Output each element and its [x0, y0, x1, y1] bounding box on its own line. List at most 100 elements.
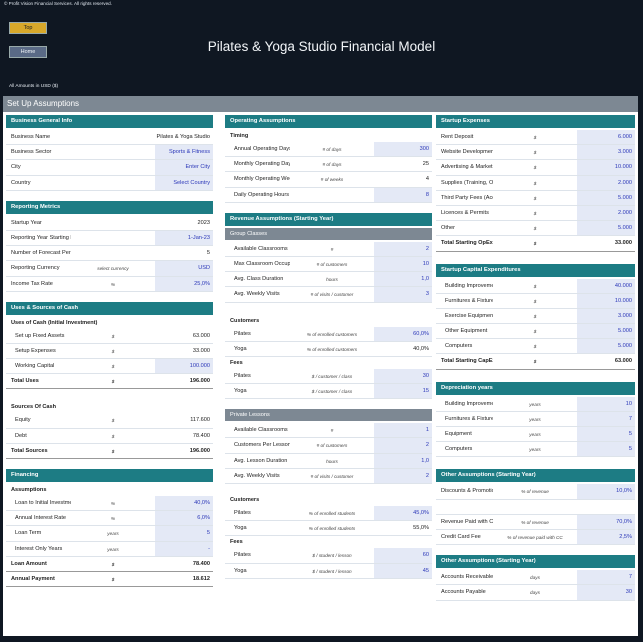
input-cell[interactable]: 2	[374, 468, 432, 483]
table-row: Third Party Fees (Accountant, Legal, etc…	[436, 190, 635, 206]
spacer	[225, 303, 432, 315]
total-unit: $	[111, 576, 115, 582]
top-button[interactable]: Top	[9, 22, 47, 34]
table-row: Annual Operating Days # of days 300	[225, 142, 432, 158]
input-cell[interactable]: USD	[155, 261, 213, 276]
input-cell[interactable]: 10.000	[577, 160, 635, 175]
input-cell[interactable]: 1	[374, 423, 432, 438]
row-unit	[71, 231, 155, 245]
input-cell[interactable]: 1,0	[374, 453, 432, 468]
table-row: Income Tax Rate% 25,0%	[6, 276, 213, 292]
input-cell[interactable]: 40.000	[577, 278, 635, 293]
financing-header: Financing	[6, 469, 213, 482]
input-cell[interactable]: 25,0%	[155, 276, 213, 291]
row-unit: % of enrolled students	[308, 511, 356, 516]
input-cell[interactable]: 10	[577, 396, 635, 411]
row-unit: $	[111, 348, 115, 354]
input-cell[interactable]: 7	[577, 570, 635, 585]
row-label: Business Name	[11, 134, 51, 140]
input-cell[interactable]: 300	[374, 142, 432, 157]
input-cell[interactable]: 5	[577, 442, 635, 457]
table-row: Working Capital $100.000	[6, 359, 213, 375]
total-row: Total Starting OpEx $33.000	[436, 236, 635, 252]
row-unit: %	[110, 281, 116, 287]
setup-assumptions-bar: Set Up Assumptions	[3, 96, 638, 112]
input-cell[interactable]: 30	[374, 368, 432, 384]
input-cell[interactable]: 5.000	[577, 339, 635, 354]
total-label: Total Uses	[11, 378, 39, 385]
input-cell[interactable]: 100.000	[155, 359, 213, 374]
input-cell[interactable]: 3.000	[577, 308, 635, 324]
input-cell[interactable]: 45,0%	[374, 506, 432, 521]
input-cell[interactable]: Select Country	[155, 175, 213, 190]
input-cell[interactable]: Sports & Fitness	[155, 145, 213, 160]
input-cell[interactable]: 1-Jan-23	[155, 230, 213, 246]
row-unit: $	[533, 150, 537, 156]
input-cell[interactable]: Enter City	[155, 160, 213, 175]
input-cell[interactable]: 3.000	[577, 145, 635, 160]
table-row: Revenue Paid with Credit Cards % of reven…	[436, 514, 635, 530]
input-cell[interactable]: 10	[374, 256, 432, 272]
input-cell[interactable]: 10.000	[577, 293, 635, 308]
row-unit	[71, 176, 155, 190]
input-cell[interactable]: 30	[577, 585, 635, 600]
input-cell[interactable]: 8	[374, 187, 432, 202]
row-label: Avg. Weekly Visits	[234, 472, 280, 479]
input-cell[interactable]: 60	[374, 548, 432, 563]
input-cell[interactable]: 6.000	[577, 130, 635, 145]
capex-header: Startup Capital Expenditures	[436, 263, 635, 277]
row-unit: $ / student / lesson	[312, 568, 352, 574]
row-unit: # of visits / customer	[310, 473, 354, 479]
value-cell: 63.000	[192, 332, 210, 339]
input-cell[interactable]: 2,5%	[577, 529, 635, 545]
input-cell[interactable]: 45	[374, 563, 432, 578]
input-cell[interactable]: 2.000	[577, 175, 635, 190]
row-label	[436, 500, 493, 514]
home-button[interactable]: Home	[9, 46, 47, 58]
row-unit: #	[330, 428, 334, 434]
input-cell[interactable]: 5.000	[577, 190, 635, 205]
depreciation-header: Depreciation years	[436, 381, 635, 395]
input-cell[interactable]: 10,0%	[577, 484, 635, 499]
row-unit: years	[107, 546, 119, 552]
row-unit: $	[111, 418, 115, 424]
table-row: Exercise Equipment $3.000	[436, 308, 635, 325]
table-row: Avg. Weekly Visits # of visits / customer…	[225, 468, 432, 484]
row-unit: $	[533, 195, 537, 201]
input-cell[interactable]: 2.000	[577, 205, 635, 221]
row-unit: $	[533, 165, 537, 171]
input-cell[interactable]: 15	[374, 384, 432, 399]
group-title: Uses of Cash (Initial Investment)	[11, 319, 98, 326]
input-cell[interactable]: 5	[155, 526, 213, 541]
table-row	[436, 500, 635, 515]
row-unit: years	[529, 432, 541, 437]
input-cell[interactable]: 5.000	[577, 221, 635, 236]
row-label: Pilates	[234, 510, 251, 516]
value-cell: 55,0%	[413, 525, 429, 532]
row-unit: %	[110, 516, 116, 522]
input-cell[interactable]: 5.000	[577, 324, 635, 339]
row-unit: $ / student / lesson	[312, 553, 352, 559]
input-cell[interactable]: -	[155, 541, 213, 556]
table-row: Building Improvements years 10	[436, 396, 635, 412]
spacer	[6, 191, 213, 201]
assumptions-sheet: Business General Info Business Name Pilate…	[3, 112, 638, 636]
value-cell: Pilates & Yoga Studio	[156, 134, 211, 140]
input-cell[interactable]: 60,0%	[374, 326, 432, 341]
spacer	[436, 545, 635, 555]
input-cell[interactable]: 2	[374, 241, 432, 256]
input-cell[interactable]: 40,0%	[155, 496, 213, 511]
input-cell[interactable]: 70,0%	[577, 514, 635, 529]
input-cell[interactable]: 5	[577, 427, 635, 442]
row-unit: $	[533, 298, 537, 304]
input-cell[interactable]: 6,0%	[155, 511, 213, 526]
input-cell[interactable]: 1,0	[374, 272, 432, 287]
total-unit: $	[111, 379, 115, 385]
input-cell[interactable]: 2	[374, 438, 432, 453]
row-label: Equipment	[445, 431, 472, 437]
input-cell[interactable]: 7	[577, 411, 635, 426]
input-cell[interactable]: 3	[374, 287, 432, 302]
total-unit: $	[533, 241, 537, 247]
row-label: Startup Year	[11, 219, 42, 226]
table-row: Yoga % of enrolled students 55,0%	[225, 521, 432, 537]
